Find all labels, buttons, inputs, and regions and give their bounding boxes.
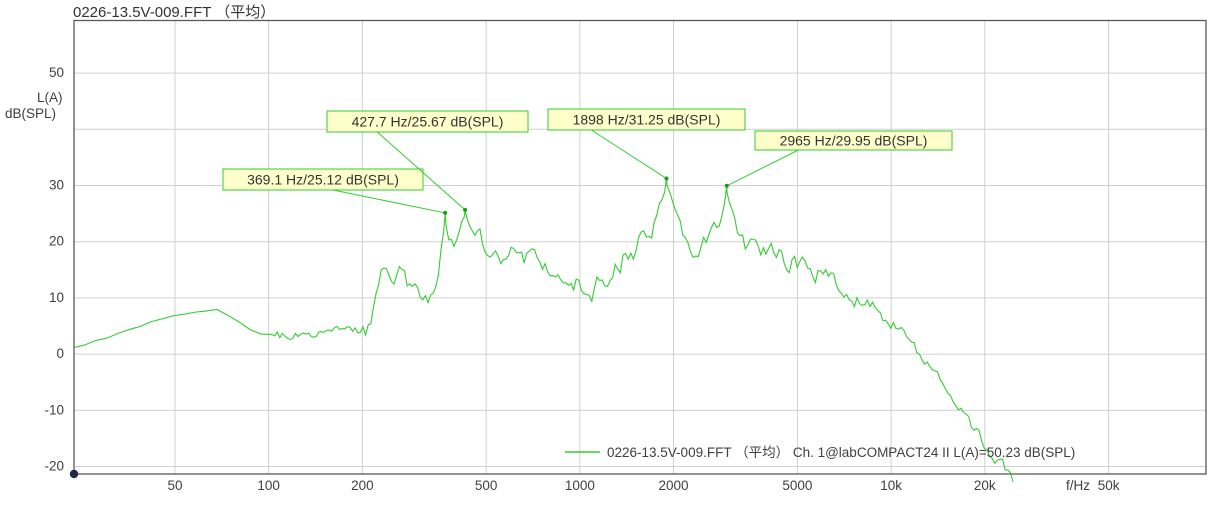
svg-text:-10: -10 [44, 402, 64, 417]
svg-text:200: 200 [351, 478, 374, 493]
svg-text:2000: 2000 [659, 478, 689, 493]
svg-text:5000: 5000 [782, 478, 812, 493]
svg-text:1898 Hz/31.25 dB(SPL): 1898 Hz/31.25 dB(SPL) [573, 112, 721, 128]
svg-text:20: 20 [49, 234, 64, 249]
svg-text:50: 50 [49, 65, 64, 80]
svg-text:50: 50 [167, 478, 182, 493]
svg-text:100: 100 [257, 478, 280, 493]
svg-text:427.7 Hz/25.67 dB(SPL): 427.7 Hz/25.67 dB(SPL) [352, 114, 504, 130]
svg-text:50k: 50k [1098, 478, 1120, 493]
svg-text:0226-13.5V-009.FFT （平均） Ch. 1: 0226-13.5V-009.FFT （平均） Ch. 1@labCOMPACT… [607, 445, 1075, 460]
svg-text:L(A): L(A) [37, 90, 63, 105]
svg-text:369.1 Hz/25.12 dB(SPL): 369.1 Hz/25.12 dB(SPL) [247, 172, 399, 188]
svg-text:10: 10 [49, 290, 64, 305]
svg-text:dB(SPL): dB(SPL) [5, 106, 56, 121]
svg-text:10k: 10k [880, 478, 902, 493]
svg-text:20k: 20k [974, 478, 996, 493]
svg-text:0: 0 [56, 346, 64, 361]
svg-text:2965 Hz/29.95 dB(SPL): 2965 Hz/29.95 dB(SPL) [780, 133, 928, 149]
svg-text:30: 30 [49, 178, 64, 193]
svg-text:f/Hz: f/Hz [1066, 478, 1090, 493]
svg-text:1000: 1000 [565, 478, 595, 493]
svg-text:-20: -20 [44, 459, 64, 474]
svg-text:500: 500 [475, 478, 498, 493]
